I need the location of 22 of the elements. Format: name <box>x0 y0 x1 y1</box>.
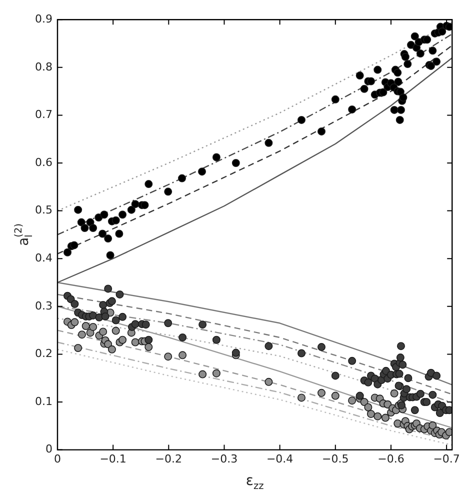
y-tick-label: 0.9 <box>34 12 52 26</box>
y-tick-label: 0.6 <box>34 156 52 169</box>
y-tick-label: 0 <box>45 442 52 456</box>
y-tick-label: 0.3 <box>34 299 52 312</box>
y-tick-label: 0.4 <box>34 251 52 264</box>
y-tick-label: 0.1 <box>34 394 52 408</box>
y-tick-label: 0.2 <box>34 347 52 360</box>
x-tick-label: −0.7 <box>433 452 460 466</box>
line-series <box>57 294 452 395</box>
y-axis-title: al(2) <box>14 223 36 246</box>
line-series <box>57 306 452 404</box>
y-tick-label: 0.5 <box>34 204 52 217</box>
line-series <box>57 21 452 212</box>
y-tick-label: 0.8 <box>34 60 52 74</box>
x-tick-label: −0.4 <box>266 452 294 466</box>
y-tick-label: 0.7 <box>34 108 52 122</box>
x-tick-label: −0.5 <box>322 452 349 466</box>
x-tick-label: −0.1 <box>100 452 126 466</box>
x-tick-label: 0 <box>54 452 61 466</box>
x-tick-label: −0.6 <box>378 452 404 466</box>
x-tick-label: −0.3 <box>210 452 238 466</box>
x-tick-label: −0.2 <box>155 452 182 466</box>
